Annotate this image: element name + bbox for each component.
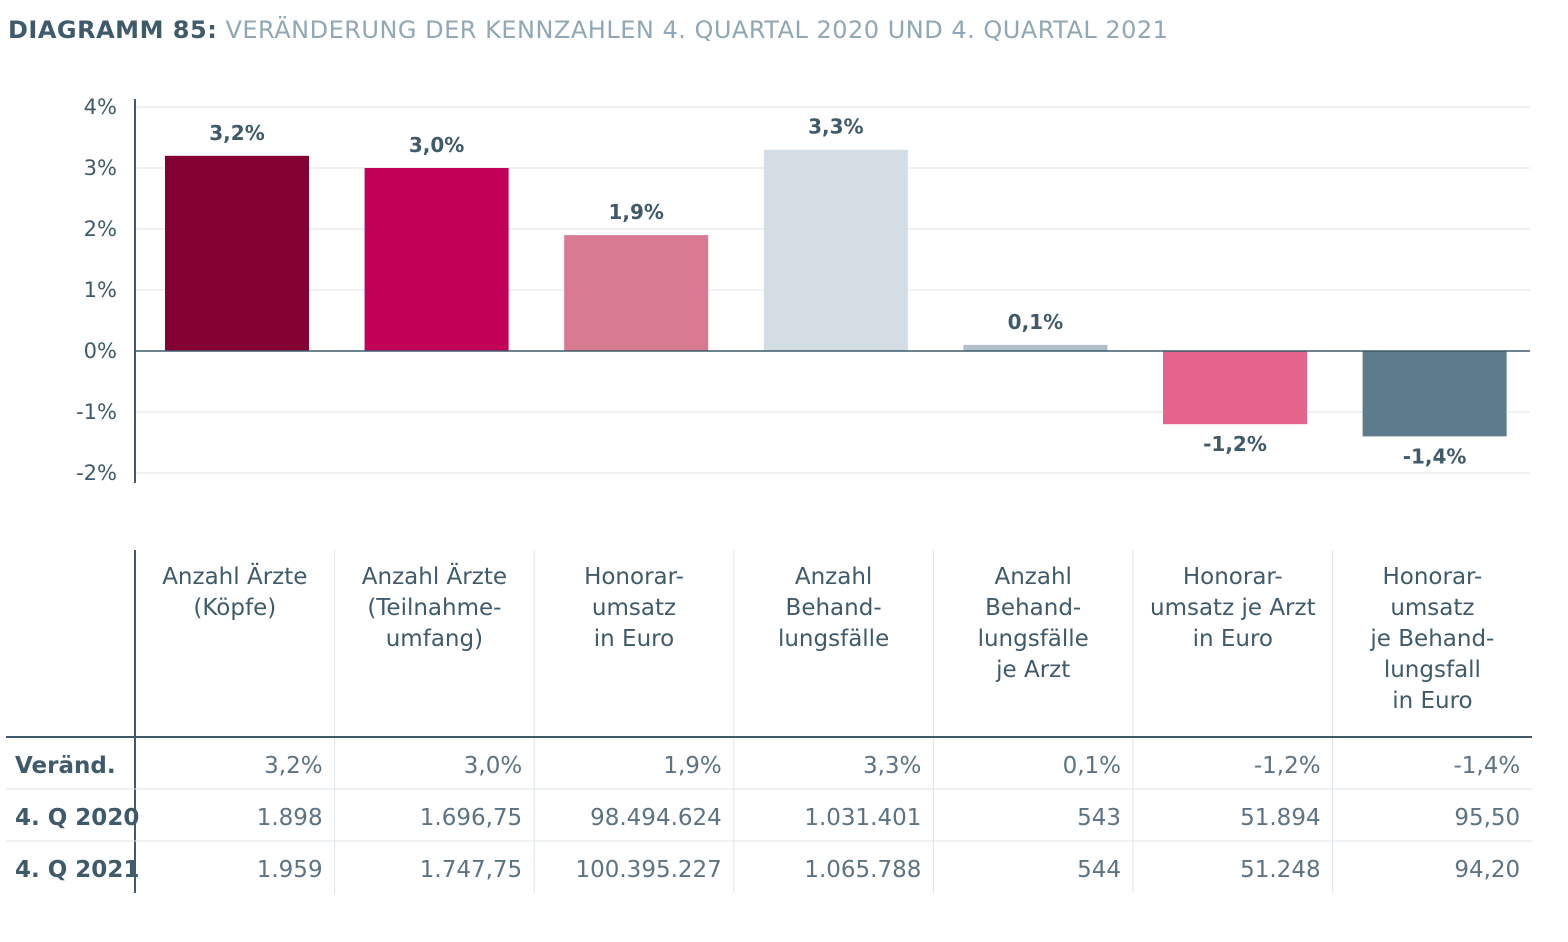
table-cell: -1,4% xyxy=(1453,753,1520,779)
table-cell: 3,2% xyxy=(264,753,322,779)
data-label: 1,9% xyxy=(608,200,663,224)
table-column-header: Behand- xyxy=(786,595,882,621)
table-cell: 1.898 xyxy=(257,805,323,831)
table-cell: 1.696,75 xyxy=(420,805,522,831)
table-cell: 94,20 xyxy=(1454,857,1520,883)
table-row-header: 4. Q 2021 xyxy=(15,857,139,883)
table-column-header: in Euro xyxy=(594,626,674,652)
table-cell: 0,1% xyxy=(1063,753,1121,779)
data-label: 0,1% xyxy=(1008,310,1063,334)
table-cell: 1.747,75 xyxy=(420,857,522,883)
bar xyxy=(165,155,309,351)
table-column-header: Honorar- xyxy=(1183,564,1283,590)
table-cell: 51.248 xyxy=(1240,857,1320,883)
table-column-header: Anzahl Ärzte xyxy=(362,562,507,590)
bar xyxy=(963,344,1108,351)
table-column-header: je Behand- xyxy=(1369,626,1494,652)
table-cell: 98.494.624 xyxy=(590,805,722,831)
y-tick-label: -2% xyxy=(76,461,117,485)
data-label: 3,2% xyxy=(209,121,264,145)
y-tick-label: 1% xyxy=(84,278,117,302)
chart-title-prefix: DIAGRAMM 85: xyxy=(8,16,218,44)
table-cell: 1.959 xyxy=(257,857,323,883)
table-column-header: (Teilnahme- xyxy=(367,595,501,621)
table-column-header: Honorar- xyxy=(1382,564,1482,590)
table-cell: 100.395.227 xyxy=(575,857,721,883)
table-row-header: 4. Q 2020 xyxy=(15,805,139,831)
bar xyxy=(564,235,709,351)
table-column-header: umsatz xyxy=(1390,595,1474,621)
bar xyxy=(1362,351,1507,437)
table-cell: 544 xyxy=(1077,857,1121,883)
table-column-header: umfang) xyxy=(386,626,483,652)
data-label: -1,2% xyxy=(1203,432,1267,456)
table-column-header: umsatz je Arzt xyxy=(1150,595,1316,621)
table-column-header: je Arzt xyxy=(995,657,1070,683)
table-column-header: lungsfälle xyxy=(978,626,1089,652)
table-column-header: umsatz xyxy=(592,595,676,621)
y-tick-label: -1% xyxy=(76,400,117,424)
table-column-header: in Euro xyxy=(1193,626,1273,652)
table-cell: 3,0% xyxy=(464,753,522,779)
table-column-header: Behand- xyxy=(985,595,1081,621)
table-column-header: Anzahl Ärzte xyxy=(162,562,307,590)
table-row-header: Veränd. xyxy=(15,753,116,779)
table-cell: 543 xyxy=(1077,805,1121,831)
data-label: 3,0% xyxy=(409,133,464,157)
table-column-header: (Köpfe) xyxy=(193,595,276,621)
bar xyxy=(364,168,509,351)
table-column-header: in Euro xyxy=(1392,688,1472,714)
y-tick-label: 4% xyxy=(84,95,117,119)
bar xyxy=(763,149,908,351)
table-cell: 1.065.788 xyxy=(804,857,921,883)
table-column-header: Honorar- xyxy=(584,564,684,590)
table-column-header: lungsfälle xyxy=(778,626,889,652)
table-cell: 95,50 xyxy=(1454,805,1520,831)
data-label: -1,4% xyxy=(1403,444,1467,468)
y-tick-label: 2% xyxy=(84,217,117,241)
table-cell: 1,9% xyxy=(663,753,721,779)
table-cell: -1,2% xyxy=(1254,753,1321,779)
table-column-header: Anzahl xyxy=(994,564,1071,590)
data-label: 3,3% xyxy=(808,115,863,139)
y-tick-label: 0% xyxy=(84,339,117,363)
bar xyxy=(1163,351,1307,425)
table-cell: 3,3% xyxy=(863,753,921,779)
table-column-header: lungsfall xyxy=(1384,657,1481,683)
chart-title: DIAGRAMM 85: VERÄNDERUNG DER KENNZAHLEN … xyxy=(8,16,1168,44)
chart-title-main: VERÄNDERUNG DER KENNZAHLEN 4. QUARTAL 20… xyxy=(225,16,1169,44)
y-tick-label: 3% xyxy=(84,156,117,180)
table-column-header: Anzahl xyxy=(795,564,872,590)
table-cell: 1.031.401 xyxy=(804,805,921,831)
table-cell: 51.894 xyxy=(1240,805,1320,831)
